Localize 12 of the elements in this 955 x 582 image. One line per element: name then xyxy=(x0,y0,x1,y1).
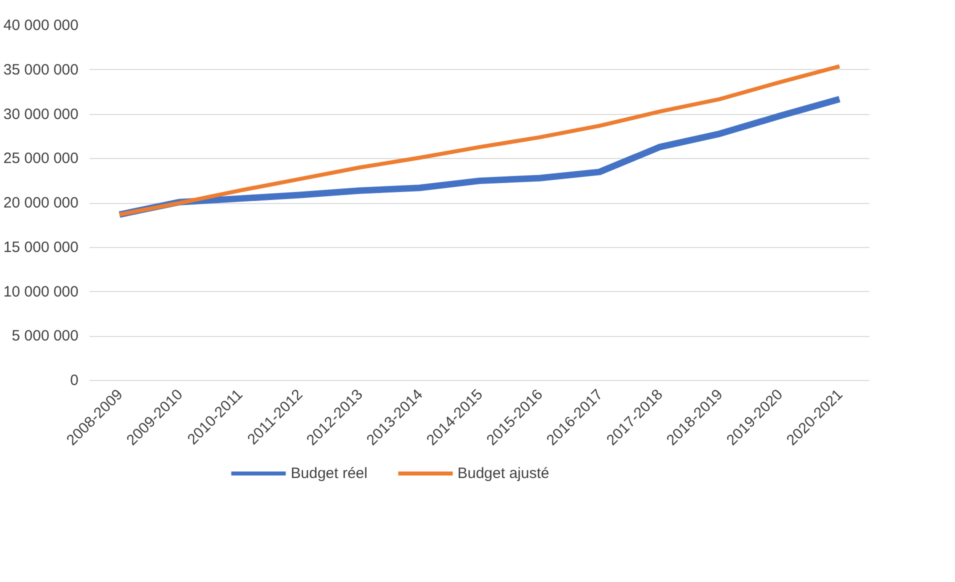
y-tick-label: 25 000 000 xyxy=(3,150,79,168)
y-tick-label: 20 000 000 xyxy=(3,194,79,212)
legend-label: Budget réel xyxy=(290,464,368,482)
legend-label: Budget ajusté xyxy=(457,464,550,482)
y-tick-label: 0 xyxy=(70,372,78,389)
line-series xyxy=(118,64,842,217)
y-tick-label: 10 000 000 xyxy=(3,283,79,300)
y-tick-label: 35 000 000 xyxy=(3,61,79,78)
y-tick-label: 15 000 000 xyxy=(3,238,79,256)
y-tick-label: 30 000 000 xyxy=(3,106,79,123)
y-tick-label: 40 000 000 xyxy=(3,17,79,34)
y-tick-label: 5 000 000 xyxy=(12,328,79,345)
